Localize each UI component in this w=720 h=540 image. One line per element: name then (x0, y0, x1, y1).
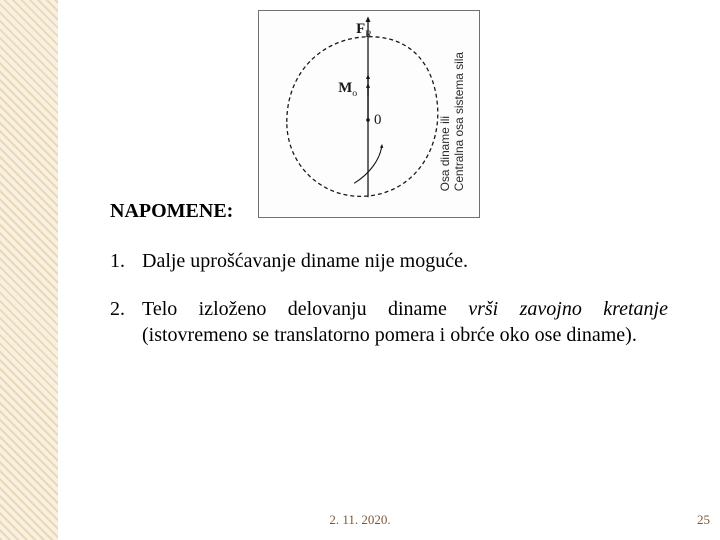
list-number: 2. (110, 296, 142, 348)
axis-caption: Osa diname ili Centralna osa sistema sil… (438, 52, 466, 192)
center-label: 0 (374, 112, 381, 128)
note2-italic: vrši zavojno kretanje (468, 298, 668, 320)
list-item: 1. Dalje uprošćavanje diname nije moguće… (110, 248, 668, 274)
axis-caption-line2: Centralna osa sistema sila (452, 52, 466, 192)
diagram-svg: FR Mo 0 Osa diname ili Centralna osa sis… (259, 11, 479, 217)
note2-prefix: Telo izloženo delovanju diname (142, 298, 468, 320)
axis-caption-line1: Osa diname ili (438, 116, 452, 191)
list-body: Dalje uprošćavanje diname nije moguće. (142, 248, 668, 274)
notes-list: 1. Dalje uprošćavanje diname nije moguće… (110, 248, 668, 370)
diagram-diname: FR Mo 0 Osa diname ili Centralna osa sis… (258, 10, 480, 218)
list-item: 2. Telo izloženo delovanju diname vrši z… (110, 296, 668, 348)
page-number: 25 (697, 512, 710, 528)
slide-content: FR Mo 0 Osa diname ili Centralna osa sis… (110, 0, 670, 540)
body-outline (287, 37, 438, 197)
decorative-left-band (0, 0, 58, 540)
list-number: 1. (110, 248, 142, 274)
section-heading: NAPOMENE: (110, 200, 233, 223)
footer-date: 2. 11. 2020. (0, 512, 720, 528)
note2-suffix: (istovremeno se translatorno pomera i ob… (142, 324, 637, 346)
list-body: Telo izloženo delovanju diname vrši zavo… (142, 296, 668, 348)
center-point (366, 118, 370, 122)
moment-label: Mo (338, 80, 357, 99)
